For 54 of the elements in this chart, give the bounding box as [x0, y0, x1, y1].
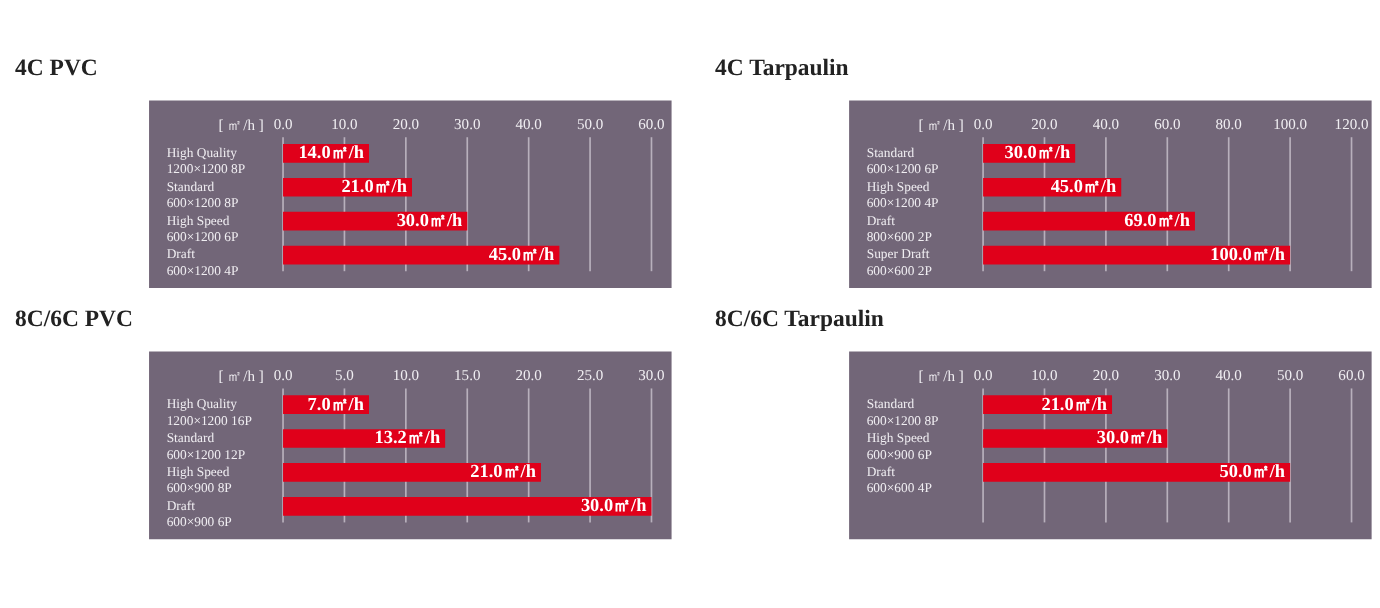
x-axis-title: [ ㎡/h ] — [918, 115, 964, 134]
x-tick-label: 100.0 — [1273, 114, 1308, 133]
x-tick-label: 10.0 — [1031, 366, 1059, 385]
data-label: 100.0㎡/h — [1210, 244, 1286, 265]
x-tick-label: 60.0 — [1154, 114, 1181, 133]
bar — [283, 496, 652, 516]
bar — [983, 463, 1291, 482]
x-tick-label: 60.0 — [638, 114, 666, 133]
data-label: 21.0㎡/h — [341, 176, 407, 197]
text: 8C/6C PVC — [15, 306, 133, 333]
x-tick-label: 40.0 — [515, 114, 543, 133]
x-tick-label: 40.0 — [1215, 366, 1243, 385]
data-label: 30.0㎡/h — [396, 210, 463, 231]
bar — [283, 463, 541, 482]
data-label: 30.0㎡/h — [1004, 142, 1071, 163]
x-tick-label: 20.0 — [515, 366, 543, 385]
x-axis-title: [ ㎡/h ] — [218, 115, 264, 134]
x-tick-label: 20.0 — [1031, 114, 1059, 133]
x-tick-label: 80.0 — [1215, 114, 1243, 133]
x-tick-label: 60.0 — [1338, 366, 1366, 385]
data-label: 45.0㎡/h — [1050, 176, 1117, 197]
x-tick-label: 30.0 — [454, 114, 481, 133]
x-tick-label: 10.0 — [331, 114, 359, 133]
x-tick-label: 30.0 — [1154, 366, 1181, 385]
data-label: 69.0㎡/h — [1124, 210, 1190, 231]
x-tick-label: 20.0 — [392, 114, 420, 133]
text: 4C PVC — [15, 55, 98, 82]
x-tick-label: 50.0 — [1276, 366, 1304, 385]
x-tick-label: 0.0 — [973, 366, 993, 385]
x-tick-label: 20.0 — [1092, 366, 1120, 385]
x-axis-title: [ ㎡/h ] — [218, 366, 264, 385]
x-tick-label: 25.0 — [576, 366, 604, 385]
x-tick-label: 40.0 — [1092, 114, 1120, 133]
x-tick-label: 120.0 — [1334, 114, 1369, 133]
x-tick-label: 50.0 — [576, 114, 604, 133]
data-label: 30.0㎡/h — [1096, 427, 1163, 448]
x-tick-label: 0.0 — [973, 114, 993, 133]
data-label: 7.0㎡/h — [307, 393, 364, 414]
chart-title: 8C/6C Tarpaulin — [715, 306, 885, 333]
data-label: 50.0㎡/h — [1219, 461, 1286, 482]
x-axis-title: [ ㎡/h ] — [918, 366, 964, 385]
x-tick-label: 15.0 — [454, 366, 481, 385]
data-label: 21.0㎡/h — [1041, 393, 1108, 414]
data-label: 45.0㎡/h — [488, 244, 555, 265]
x-tick-label: 5.0 — [335, 366, 355, 385]
x-tick-label: 0.0 — [273, 114, 293, 133]
x-tick-label: 0.0 — [273, 366, 293, 385]
data-label: 30.0㎡/h — [580, 495, 647, 516]
x-tick-label: 30.0 — [638, 366, 666, 385]
data-label: 13.2㎡/h — [374, 427, 441, 448]
text: 4C Tarpaulin — [715, 55, 850, 82]
data-label: 21.0㎡/h — [470, 461, 536, 482]
data-label: 14.0㎡/h — [298, 142, 364, 163]
x-tick-label: 10.0 — [392, 366, 420, 385]
